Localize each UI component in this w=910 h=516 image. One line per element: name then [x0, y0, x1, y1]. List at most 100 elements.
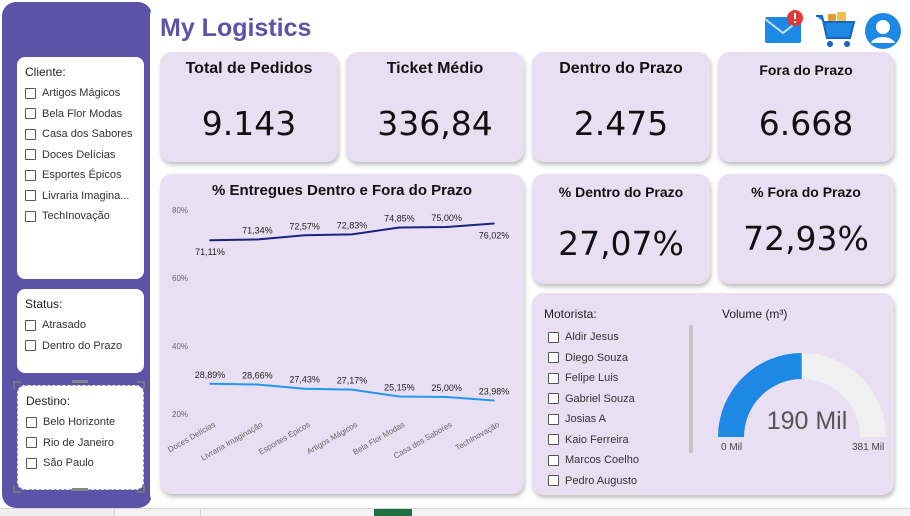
data-point: [303, 387, 306, 390]
user-avatar-icon[interactable]: [864, 12, 902, 50]
checkbox[interactable]: [26, 437, 37, 449]
data-label: 28,89%: [195, 370, 226, 380]
cliente-option-label: Artigos Mágicos: [42, 87, 121, 100]
data-point: [209, 239, 211, 242]
data-label: 76,02%: [479, 231, 510, 241]
checkbox[interactable]: [548, 454, 559, 466]
checkbox[interactable]: [25, 149, 36, 161]
checkbox[interactable]: [548, 475, 559, 487]
gauge-fill: [718, 353, 802, 437]
cliente-option[interactable]: Doces Delícias: [25, 145, 136, 166]
motorista-option[interactable]: Aldir Jesus: [548, 327, 688, 348]
checkbox[interactable]: [25, 210, 36, 222]
y-tick-label: 20%: [172, 410, 188, 419]
cliente-option-label: Doces Delícias: [42, 148, 116, 161]
motorista-option[interactable]: Felipe Luis: [548, 368, 688, 389]
shopping-cart-icon[interactable]: [814, 10, 856, 50]
page-title: My Logistics: [160, 14, 312, 42]
resize-handle[interactable]: [72, 380, 88, 383]
kpi-value: 9.143: [201, 104, 297, 143]
y-tick-label: 40%: [172, 342, 188, 351]
checkbox[interactable]: [548, 434, 559, 446]
checkbox[interactable]: [548, 352, 559, 364]
gauge-value: 190 Mil: [766, 407, 848, 435]
kpi-label: Total de Pedidos: [185, 60, 313, 77]
cliente-option[interactable]: TechInovação: [25, 206, 136, 227]
cliente-option[interactable]: Bela Flor Modas: [25, 104, 136, 125]
data-point: [351, 388, 353, 391]
checkbox[interactable]: [25, 128, 36, 140]
dentro-prazo-card: Dentro do Prazo 2.475: [532, 52, 710, 162]
destino-option[interactable]: Belo Horizonte: [26, 412, 135, 433]
data-point: [256, 383, 259, 386]
x-tick-label: Artigos Mágicos: [305, 420, 359, 456]
resize-handle[interactable]: [13, 381, 21, 389]
resize-handle[interactable]: [72, 488, 88, 491]
motorista-option[interactable]: Gabriel Souza: [548, 389, 688, 410]
data-label: 71,34%: [242, 225, 273, 235]
motorista-option-label: Felipe Luis: [565, 372, 619, 385]
destino-filter: Destino: Belo Horizonte Rio de Janeiro São…: [17, 385, 144, 490]
cliente-option[interactable]: Livraria Imagina...: [25, 186, 136, 207]
data-point: [398, 226, 401, 229]
data-label: 71,11%: [195, 247, 225, 257]
resize-handle[interactable]: [137, 485, 145, 493]
status-option[interactable]: Atrasado: [25, 315, 136, 336]
resize-handle[interactable]: [13, 485, 21, 493]
motorista-option-label: Pedro Augusto: [565, 474, 638, 487]
motorista-option[interactable]: Marcos Coelho: [548, 450, 688, 471]
motorista-option-label: Gabriel Souza: [565, 392, 635, 405]
kpi-value: 72,93%: [743, 219, 869, 258]
cliente-option-label: Esportes Épicos: [42, 169, 122, 182]
data-label: 25,15%: [384, 382, 415, 392]
gauge-max-label: 381 Mil: [852, 442, 885, 453]
motorista-filter: Aldir Jesus Diego Souza Felipe Luis Gabriel…: [548, 327, 688, 491]
data-point: [209, 382, 211, 385]
motorista-option[interactable]: Pedro Augusto: [548, 471, 688, 492]
motorista-option[interactable]: Kaio Ferreira: [548, 430, 688, 451]
volume-title: Volume (m³): [722, 307, 788, 321]
data-point: [351, 233, 353, 236]
cliente-option[interactable]: Casa dos Sabores: [25, 124, 136, 145]
status-option-label: Atrasado: [42, 319, 87, 332]
checkbox[interactable]: [25, 190, 36, 202]
destino-option[interactable]: São Paulo: [26, 453, 135, 474]
pct-dentro-card: % Dentro do Prazo 27,07%: [532, 174, 710, 284]
checkbox[interactable]: [548, 372, 559, 384]
bottom-tab-strip: [0, 508, 910, 516]
data-label: 23,98%: [479, 386, 510, 396]
motorista-option[interactable]: Diego Souza: [548, 348, 688, 369]
data-point: [493, 222, 495, 225]
status-filter: Status: Atrasado Dentro do Prazo: [17, 289, 144, 373]
checkbox[interactable]: [26, 416, 37, 428]
checkbox[interactable]: [26, 457, 37, 469]
checkbox[interactable]: [25, 87, 36, 99]
data-point: [445, 226, 448, 228]
cliente-option[interactable]: Esportes Épicos: [25, 165, 136, 186]
motorista-scrollbar[interactable]: [689, 325, 693, 453]
motorista-option[interactable]: Josias A: [548, 409, 688, 430]
checkbox[interactable]: [25, 340, 36, 352]
kpi-label: % Dentro do Prazo: [558, 184, 684, 200]
status-option-label: Dentro do Prazo: [42, 339, 123, 352]
mail-alert-icon[interactable]: [763, 9, 807, 49]
checkbox[interactable]: [548, 393, 559, 405]
data-label: 75,00%: [431, 213, 462, 223]
data-label: 74,85%: [384, 214, 415, 224]
data-point: [445, 396, 448, 398]
destino-filter-title: Destino:: [26, 394, 71, 408]
cliente-option[interactable]: Artigos Mágicos: [25, 83, 136, 104]
checkbox[interactable]: [25, 169, 36, 181]
checkbox[interactable]: [25, 108, 36, 120]
destino-option[interactable]: Rio de Janeiro: [26, 433, 135, 454]
checkbox[interactable]: [548, 413, 559, 425]
resize-handle[interactable]: [137, 381, 145, 389]
data-label: 72,83%: [337, 220, 368, 230]
motorista-volume-card: Motorista: Aldir Jesus Diego Souza Felipe …: [532, 293, 894, 495]
checkbox[interactable]: [25, 319, 36, 331]
status-option[interactable]: Dentro do Prazo: [25, 336, 136, 357]
data-label: 25,00%: [431, 383, 462, 393]
chart-title: % Entregues Dentro e Fora do Prazo: [211, 182, 473, 199]
checkbox[interactable]: [548, 331, 559, 343]
kpi-value: 336,84: [377, 104, 493, 143]
